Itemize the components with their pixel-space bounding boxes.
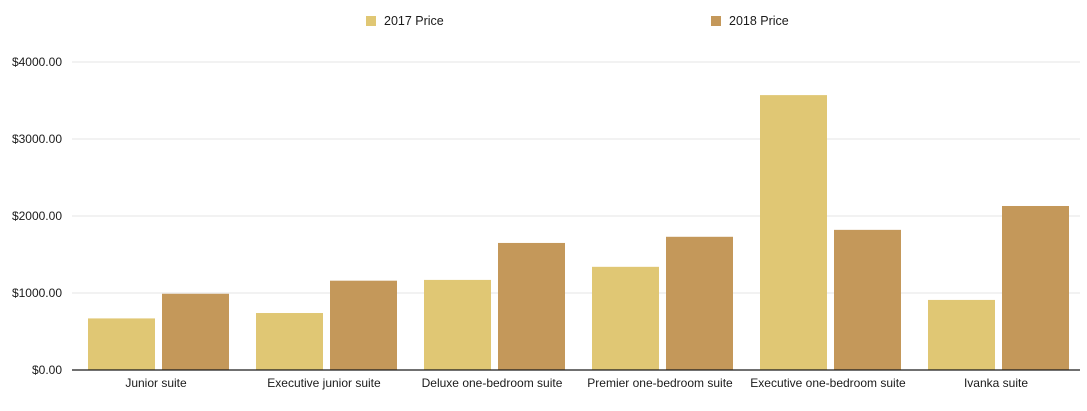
y-tick-label: $4000.00 <box>12 55 62 69</box>
y-tick-label: $2000.00 <box>12 209 62 223</box>
bar[interactable] <box>666 236 733 370</box>
bar[interactable] <box>424 279 491 370</box>
legend-item-2017[interactable]: 2017 Price <box>366 14 444 28</box>
bar[interactable] <box>330 280 397 370</box>
bar[interactable] <box>834 229 901 370</box>
legend-swatch-2017 <box>366 16 376 26</box>
bar[interactable] <box>256 313 323 370</box>
x-tick-label: Ivanka suite <box>964 376 1028 390</box>
x-tick-label: Premier one-bedroom suite <box>587 376 733 390</box>
legend-item-2018[interactable]: 2018 Price <box>711 14 789 28</box>
bar[interactable] <box>88 318 155 370</box>
legend-swatch-2018 <box>711 16 721 26</box>
legend-label-2017: 2017 Price <box>384 14 444 28</box>
legend-label-2018: 2018 Price <box>729 14 789 28</box>
x-tick-label: Deluxe one-bedroom suite <box>422 376 563 390</box>
bar[interactable] <box>498 242 565 370</box>
y-tick-label: $0.00 <box>32 363 62 377</box>
x-tick-label: Junior suite <box>125 376 187 390</box>
x-tick-label: Executive junior suite <box>267 376 381 390</box>
bar[interactable] <box>760 95 827 371</box>
legend: 2017 Price 2018 Price <box>0 14 1087 34</box>
bar[interactable] <box>592 266 659 370</box>
bar[interactable] <box>1002 205 1069 370</box>
y-tick-label: $3000.00 <box>12 132 62 146</box>
bar[interactable] <box>162 293 229 370</box>
y-tick-label: $1000.00 <box>12 286 62 300</box>
bar[interactable] <box>928 299 995 370</box>
x-tick-label: Executive one-bedroom suite <box>750 376 906 390</box>
